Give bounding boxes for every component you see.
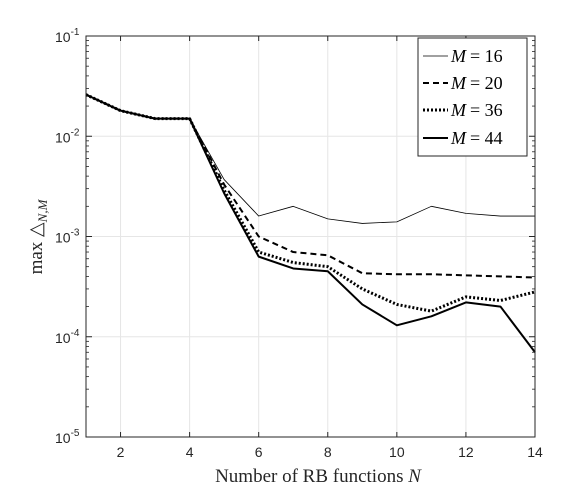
y-axis-label: max △N,M [26, 198, 50, 274]
y-tick-label: 10-1 [55, 27, 80, 45]
x-tick-label: 14 [527, 444, 543, 460]
x-axis-label-var: N [407, 466, 422, 487]
x-axis-label-text: Number of RB functions [215, 466, 408, 487]
axis-ticks: 2 4 6 8 10 12 14 10-5 10-4 10-3 10-2 10-1 [55, 27, 543, 460]
y-axis-label-sub: N,M [35, 198, 50, 223]
x-tick-label: 2 [117, 444, 125, 460]
legend-label-m36: M = 36 [450, 100, 503, 120]
legend-label-m16: M = 16 [450, 46, 503, 66]
y-tick-label: 10-2 [55, 127, 80, 145]
legend-label-m20: M = 20 [450, 73, 503, 93]
legend-box [417, 37, 528, 157]
x-axis-label: Number of RB functions N [215, 466, 422, 487]
series-line-2 [85, 93, 536, 279]
x-tick-label: 12 [458, 444, 474, 460]
y-axis-label-main: max △ [26, 222, 47, 274]
x-tick-label: 4 [186, 444, 194, 460]
x-tick-label: 8 [324, 444, 332, 460]
y-tick-label: 10-4 [55, 328, 80, 346]
plot-area [85, 93, 536, 353]
legend-label-m44: M = 44 [450, 128, 503, 148]
y-tick-label: 10-3 [55, 228, 80, 246]
series-line-4 [85, 93, 536, 353]
y-tick-label: 10-5 [55, 428, 80, 446]
legend: M = 16 M = 20 M = 36 M = 44 [417, 37, 528, 157]
x-tick-label: 10 [389, 444, 405, 460]
x-tick-label: 6 [255, 444, 263, 460]
